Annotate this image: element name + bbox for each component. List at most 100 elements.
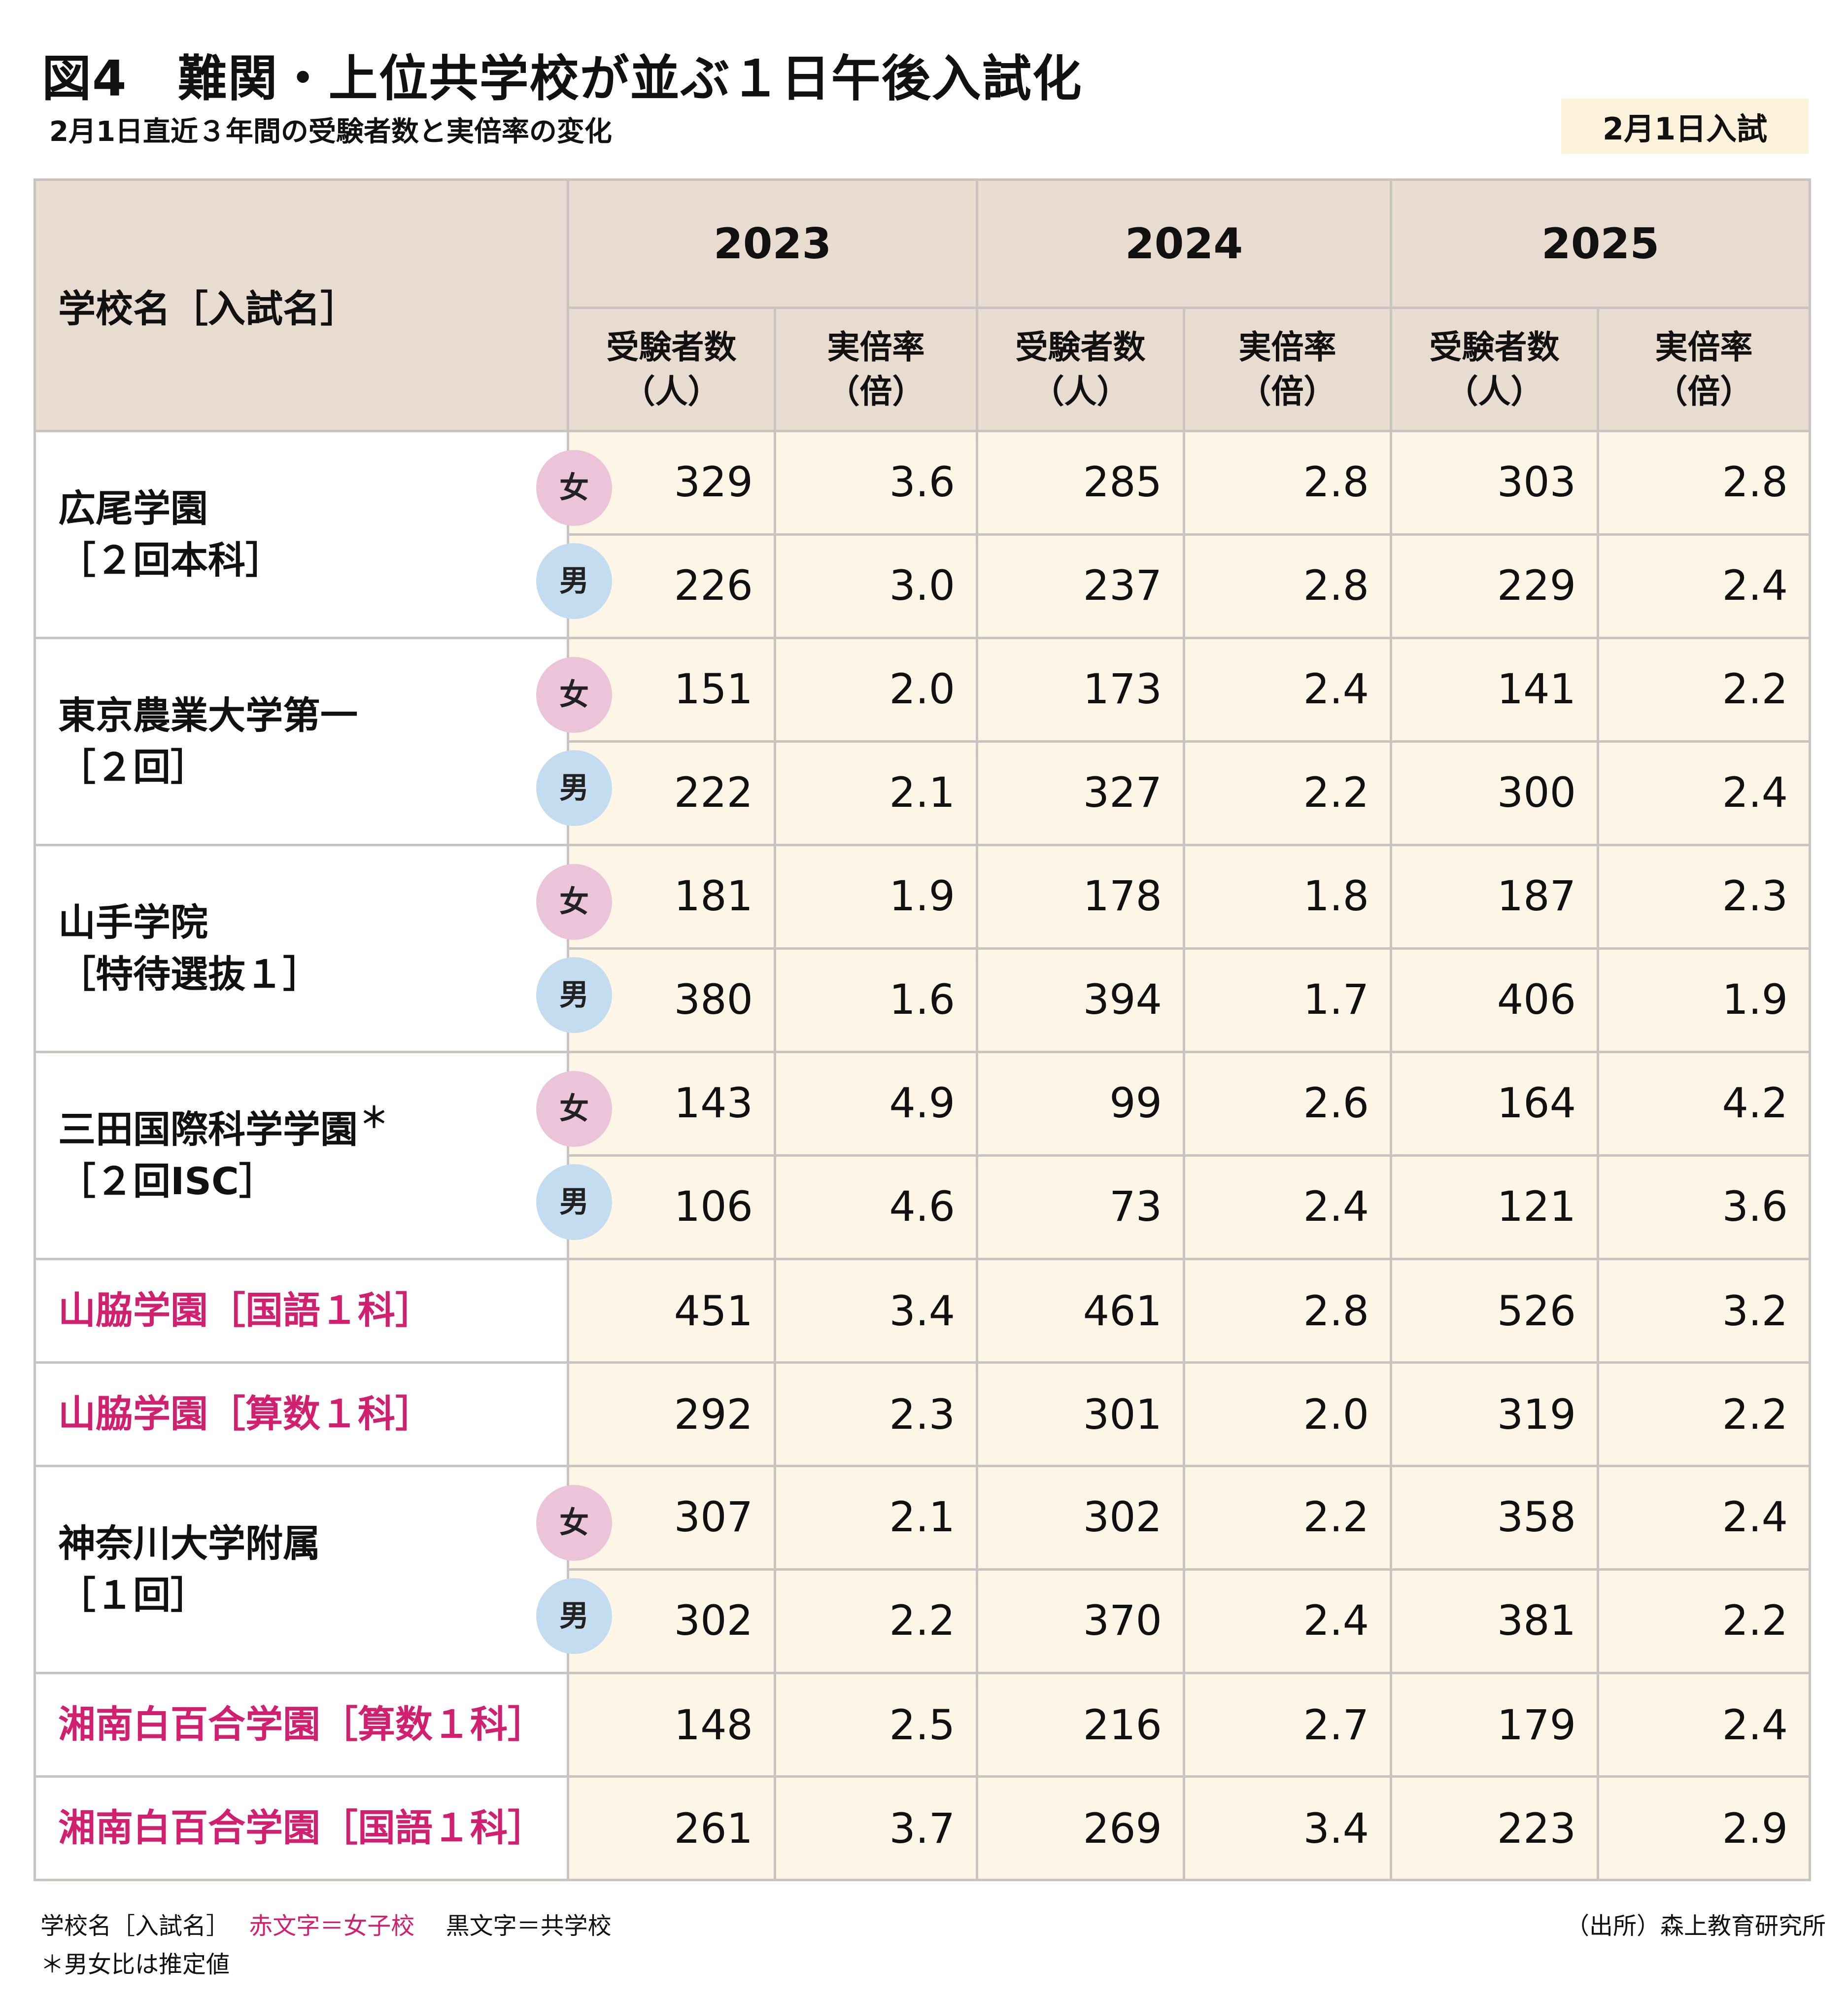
value-cell: 451 <box>567 1258 776 1364</box>
value-cell: 3.2 <box>1597 1258 1812 1364</box>
exam-name: ［２回］ <box>58 745 208 789</box>
female-value-cell: 2.0 <box>773 637 979 743</box>
male-value-cell: 2.8 <box>1183 533 1393 639</box>
school-name: 東京農業大学第一 ［２回］ 女男 <box>34 637 612 846</box>
table-row: 山脇学園［国語１科］ 451 3.4 461 2.8 526 3.2 <box>34 1258 1812 1364</box>
value-cell: 2.8 <box>1183 1258 1393 1364</box>
male-value-cell: 3.6 <box>1597 1154 1812 1260</box>
value-cell: 261 <box>567 1775 776 1881</box>
value-cell: 2.5 <box>773 1672 979 1778</box>
table-row: 106 4.6 73 2.4 121 3.6 <box>35 1154 1812 1260</box>
female-value-cell: 2.2 <box>1183 1465 1393 1571</box>
female-value-cell: 4.2 <box>1597 1051 1812 1157</box>
female-value-cell: 2.8 <box>1597 430 1812 536</box>
value-cell: 526 <box>1390 1258 1600 1364</box>
year-header: 2024 <box>976 178 1393 309</box>
female-value-cell: 1.8 <box>1183 844 1393 950</box>
female-value-cell: 173 <box>976 637 1186 743</box>
table-row: 三田国際科学学園＊ ［２回ISC］ 女男 143 4.9 99 2.6 164 4.2 <box>34 1051 1812 1260</box>
legend: 学校名［入試名］ 赤文字＝女子校 黒文字＝共学校 <box>40 1906 612 1941</box>
female-value-cell: 3.6 <box>773 430 979 536</box>
male-value-cell: 1.7 <box>1183 947 1393 1053</box>
male-value-cell: 394 <box>976 947 1186 1053</box>
ratio-header: 実倍率 （倍） <box>773 307 979 432</box>
male-badge: 男 <box>536 957 612 1033</box>
male-badge: 男 <box>536 750 612 826</box>
ratio-header: 実倍率 （倍） <box>1597 307 1812 432</box>
table-row: 神奈川大学附属 ［１回］ 女男 307 2.1 302 2.2 358 2.4 <box>34 1465 1812 1674</box>
male-value-cell: 121 <box>1390 1154 1600 1260</box>
exam-name: ［２回本科］ <box>58 538 283 582</box>
school-name: 山脇学園［国語１科］ <box>34 1258 569 1364</box>
female-badge: 女 <box>536 864 612 940</box>
female-value-cell: 141 <box>1390 637 1600 743</box>
female-value-cell: 2.6 <box>1183 1051 1393 1157</box>
female-badge: 女 <box>536 657 612 733</box>
table-row: 湘南白百合学園［算数１科］ 148 2.5 216 2.7 179 2.4 <box>34 1672 1812 1778</box>
female-value-cell: 143 <box>567 1051 776 1157</box>
female-value-cell: 2.1 <box>773 1465 979 1571</box>
value-cell: 3.7 <box>773 1775 979 1881</box>
value-cell: 2.3 <box>773 1361 979 1467</box>
female-value-cell: 329 <box>567 430 776 536</box>
value-cell: 461 <box>976 1258 1186 1364</box>
female-value-cell: 285 <box>976 430 1186 536</box>
value-cell: 269 <box>976 1775 1186 1881</box>
school-name: 山脇学園［算数１科］ <box>34 1361 569 1467</box>
source-credit: （出所）森上教育研究所 <box>1565 1912 1826 1940</box>
male-value-cell: 2.4 <box>1597 740 1812 846</box>
male-badge: 男 <box>536 1164 612 1240</box>
count-header: 受験者数 （人） <box>976 307 1186 432</box>
female-value-cell: 2.3 <box>1597 844 1812 950</box>
male-badge: 男 <box>536 1578 612 1654</box>
female-value-cell: 2.2 <box>1597 637 1812 743</box>
school-name: 山手学院 ［特待選抜１］ 女男 <box>34 844 612 1053</box>
exam-name: ［１回］ <box>58 1573 208 1617</box>
school-name: 三田国際科学学園＊ ［２回ISC］ 女男 <box>34 1051 612 1260</box>
value-cell: 2.7 <box>1183 1672 1393 1778</box>
male-value-cell: 3.0 <box>773 533 979 639</box>
school-name: 神奈川大学附属 ［１回］ 女男 <box>34 1465 612 1674</box>
value-cell: 179 <box>1390 1672 1600 1778</box>
male-value-cell: 2.4 <box>1597 533 1812 639</box>
table-row: 226 3.0 237 2.8 229 2.4 <box>35 533 1812 639</box>
female-value-cell: 358 <box>1390 1465 1600 1571</box>
asterisk-mark: ＊ <box>360 1101 389 1135</box>
female-badge: 女 <box>536 1071 612 1147</box>
female-value-cell: 303 <box>1390 430 1600 536</box>
male-value-cell: 2.2 <box>773 1568 979 1674</box>
value-cell: 223 <box>1390 1775 1600 1881</box>
table-row: 湘南白百合学園［国語１科］ 261 3.7 269 3.4 223 2.9 <box>34 1775 1812 1881</box>
value-cell: 301 <box>976 1361 1186 1467</box>
female-value-cell: 1.9 <box>773 844 979 950</box>
male-value-cell: 2.4 <box>1183 1568 1393 1674</box>
data-table: 学校名［入試名］ 2023 2024 2025 受験者数 （人） 実倍率 （倍） 受… <box>34 178 1812 1881</box>
male-value-cell: 300 <box>1390 740 1600 846</box>
male-value-cell: 1.9 <box>1597 947 1812 1053</box>
school-name: 湘南白百合学園［国語１科］ <box>34 1775 569 1881</box>
legend-black: 黒文字＝共学校 <box>445 1912 612 1940</box>
female-value-cell: 2.4 <box>1183 637 1393 743</box>
value-cell: 2.2 <box>1597 1361 1812 1467</box>
value-cell: 3.4 <box>773 1258 979 1364</box>
male-value-cell: 2.2 <box>1597 1568 1812 1674</box>
male-value-cell: 73 <box>976 1154 1186 1260</box>
count-header: 受験者数 （人） <box>1390 307 1600 432</box>
page-subtitle: 2月1日直近３年間の受験者数と実倍率の変化 <box>49 116 612 148</box>
male-value-cell: 2.4 <box>1183 1154 1393 1260</box>
ratio-header: 実倍率 （倍） <box>1183 307 1393 432</box>
value-cell: 148 <box>567 1672 776 1778</box>
male-value-cell: 229 <box>1390 533 1600 639</box>
female-badge: 女 <box>536 450 612 526</box>
footnote: ＊男女比は推定値 <box>40 1951 230 1978</box>
male-value-cell: 2.1 <box>773 740 979 846</box>
table-row: 380 1.6 394 1.7 406 1.9 <box>35 947 1812 1053</box>
exam-name: ［特待選抜１］ <box>58 952 320 996</box>
female-value-cell: 178 <box>976 844 1186 950</box>
male-value-cell: 381 <box>1390 1568 1600 1674</box>
value-cell: 2.4 <box>1597 1672 1812 1778</box>
value-cell: 2.0 <box>1183 1361 1393 1467</box>
year-header: 2025 <box>1390 178 1812 309</box>
exam-name: ［２回ISC］ <box>58 1159 276 1203</box>
male-value-cell: 1.6 <box>773 947 979 1053</box>
